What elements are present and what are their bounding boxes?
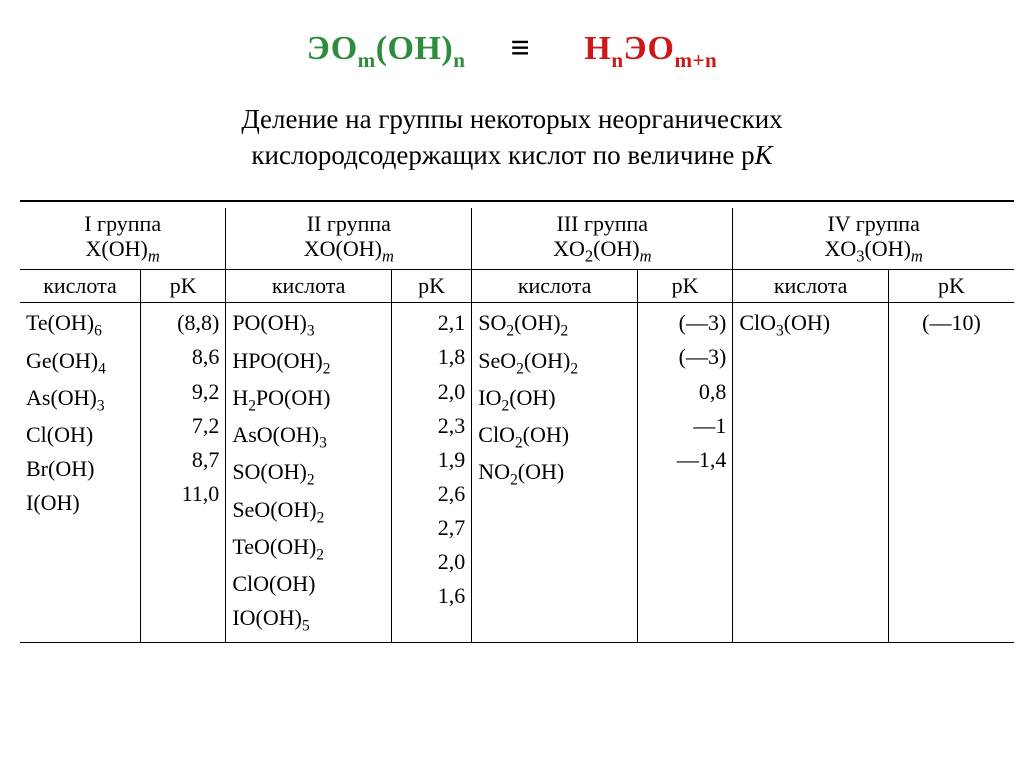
page: ЭОm(OH)n ≡ HnЭОm+n Деление на группы нек… xyxy=(0,0,1024,669)
group1-acids: Te(OH)6Ge(OH)4As(OH)3Cl(OH)Br(OH)I(OH) xyxy=(20,303,140,642)
formula-right: HnЭОm+n xyxy=(584,30,717,67)
group4-acids: ClO3(OH) xyxy=(733,303,889,642)
colhead-pk-2: pK xyxy=(391,270,471,303)
group2-pk: 2,11,82,02,31,92,62,72,01,6 xyxy=(391,303,471,642)
colhead-pk-1: pK xyxy=(140,270,225,303)
formula-equiv: ≡ xyxy=(510,30,530,67)
colhead-acid-3: кислота xyxy=(472,270,638,303)
caption-line2a: кислородсодержащих кислот по величине p xyxy=(251,140,754,170)
colhead-acid-2: кислота xyxy=(226,270,392,303)
group-header-row: I группа X(OH)m II группа XO(OH)m III гр… xyxy=(20,208,1014,270)
colhead-acid-1: кислота xyxy=(20,270,140,303)
group4-pk: (—10) xyxy=(888,303,1014,642)
group-head-4: IV группа XO3(OH)m xyxy=(733,208,1014,270)
colhead-pk-4: pK xyxy=(888,270,1014,303)
group-head-1: I группа X(OH)m xyxy=(20,208,226,270)
column-header-row: кислота pK кислота pK кислота pK кислота… xyxy=(20,270,1014,303)
caption: Деление на группы некоторых неорганическ… xyxy=(132,101,892,174)
group-head-3: III группа XO2(OH)m xyxy=(472,208,733,270)
acids-table: I группа X(OH)m II группа XO(OH)m III гр… xyxy=(20,200,1014,649)
group1-pk: (8,8)8,69,27,28,711,0 xyxy=(140,303,225,642)
formula-line: ЭОm(OH)n ≡ HnЭОm+n xyxy=(20,30,1004,73)
data-row: Te(OH)6Ge(OH)4As(OH)3Cl(OH)Br(OH)I(OH) (… xyxy=(20,303,1014,642)
group3-acids: SO2(OH)2SeO2(OH)2IO2(OH)ClO2(OH)NO2(OH) xyxy=(472,303,638,642)
group3-pk: (—3)(—3)0,8—1—1,4 xyxy=(637,303,732,642)
caption-line1: Деление на группы некоторых неорганическ… xyxy=(241,104,782,134)
group-head-2: II группа XO(OH)m xyxy=(226,208,472,270)
caption-pk-k: K xyxy=(755,140,773,170)
group2-acids: PO(OH)3HPO(OH)2H2PO(OH)AsO(OH)3SO(OH)2Se… xyxy=(226,303,392,642)
colhead-pk-3: pK xyxy=(637,270,732,303)
formula-left: ЭОm(OH)n xyxy=(307,30,466,67)
colhead-acid-4: кислота xyxy=(733,270,889,303)
